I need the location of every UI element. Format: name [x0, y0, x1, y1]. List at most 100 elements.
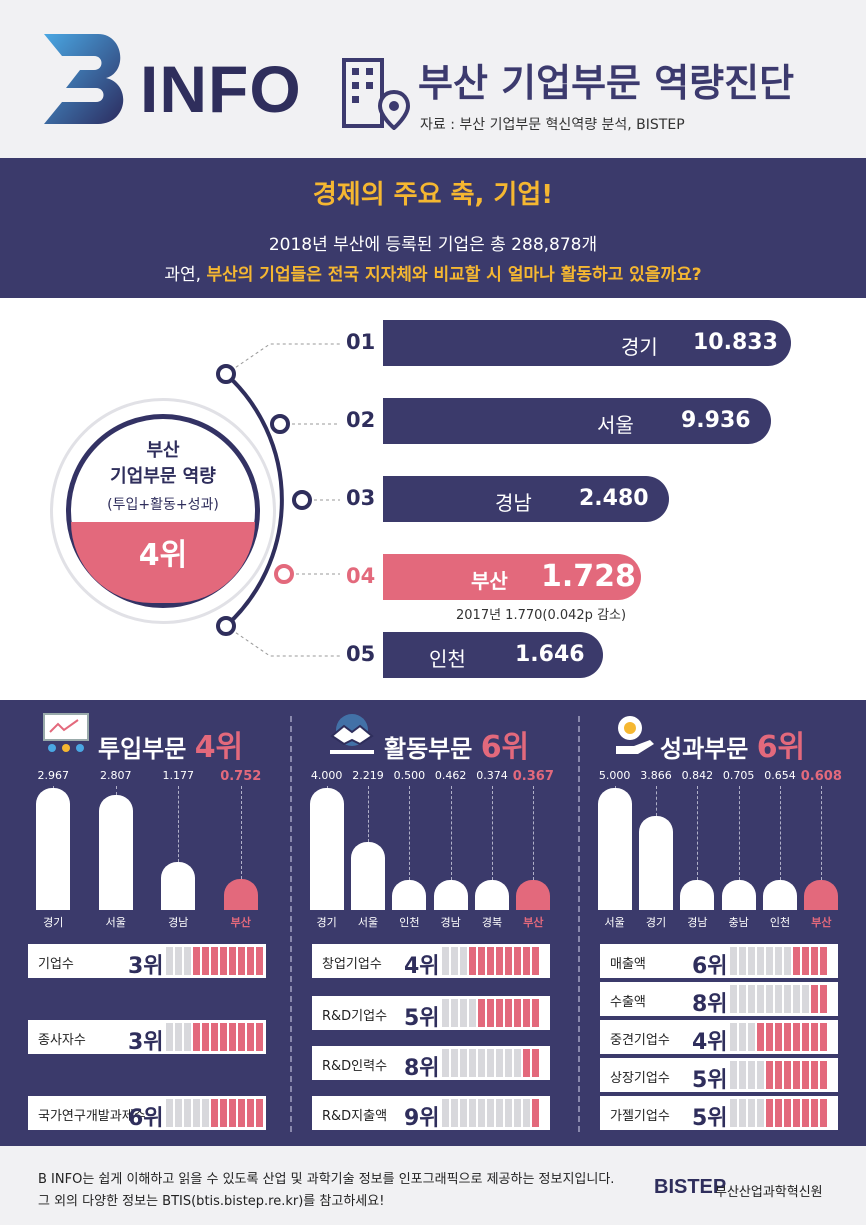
intro-band [0, 158, 866, 298]
rank-row: R&D지출액 9위 [312, 1096, 550, 1131]
rank-row-rank: 6위 [692, 954, 728, 979]
footer-line2: 그 외의 다양한 정보는 BTIS(btis.bistep.re.kr)를 참고… [38, 1194, 385, 1209]
rank-row-stripe [766, 1023, 773, 1051]
rank-row-stripe [532, 1099, 539, 1127]
rank-row-stripe [442, 1049, 449, 1077]
chart-tick [780, 786, 781, 880]
chart-bar [680, 880, 715, 910]
rank-row-stripe [202, 947, 209, 975]
rank-row-stripe [211, 1099, 218, 1127]
rank-row-stripe [784, 985, 791, 1013]
intro-title: 경제의 주요 축, 기업! [312, 180, 554, 210]
rank-bar: 부산 1.728 [383, 554, 641, 600]
handshake-icon [330, 714, 374, 754]
chart-value-label: 0.500 [393, 769, 426, 782]
rank-row-rank: 8위 [404, 1056, 440, 1081]
rank-row-rank: 4위 [404, 954, 440, 979]
rank-number: 01 [346, 330, 376, 354]
chart-value-label: 0.367 [512, 769, 554, 784]
rank-row-stripes [730, 1061, 827, 1089]
rank-row-stripe [487, 999, 494, 1027]
arc-dot-1 [216, 364, 236, 384]
rank-row: 국가연구개발과제수 6위 [28, 1096, 266, 1131]
chart-category-label: 서울 [604, 916, 625, 929]
rank-row-stripe [175, 947, 182, 975]
rank-row-label: 국가연구개발과제수 [38, 1109, 146, 1124]
rank-number: 05 [346, 642, 376, 666]
rank-row: 중견기업수 4위 [600, 1020, 838, 1055]
rank-row-stripe [505, 999, 512, 1027]
rank-row-stripe [442, 947, 449, 975]
rank-value: 1.646 [515, 642, 585, 667]
rank-row-stripe [802, 985, 809, 1013]
chart-category-label: 서울 [105, 916, 126, 929]
rank-row-stripe [193, 947, 200, 975]
rank-row-stripe [496, 1049, 503, 1077]
rank-row-stripe [460, 999, 467, 1027]
chart-tick [178, 786, 180, 862]
chart-category-label: 부산 [230, 916, 251, 929]
rank-row: 가젤기업수 5위 [600, 1096, 838, 1131]
rank-row-stripe [229, 1099, 236, 1127]
header [0, 0, 866, 158]
rank-row-stripe [784, 1099, 791, 1127]
rank-row-stripes [442, 1099, 539, 1127]
rank-row-stripe [748, 1099, 755, 1127]
rank-row: 종사자수 3위 [28, 1020, 266, 1055]
input-board-icon [43, 713, 89, 752]
footer [0, 1146, 866, 1225]
chart-bar [763, 880, 797, 910]
rank-row-stripe [505, 1099, 512, 1127]
rank-value: 10.833 [693, 330, 778, 355]
rank-row-stripe [793, 1061, 800, 1089]
rank-row-stripe [478, 1099, 485, 1127]
rank-row-stripe [739, 985, 746, 1013]
rank-row: 기업수 3위 [28, 944, 266, 979]
rank-row-stripe [730, 1061, 737, 1089]
rank-row-stripe [811, 1061, 818, 1089]
chart-tick [409, 786, 411, 880]
rank-badge-value: 4위 [138, 538, 188, 573]
rank-row-stripe [820, 985, 827, 1013]
rank-row: R&D인력수 8위 [312, 1046, 550, 1081]
chart-value-label: 0.752 [220, 769, 262, 784]
intro-line2-highlight: 부산의 기업들은 전국 지자체와 비교할 시 얼마나 활동하고 있을까요? [206, 265, 702, 285]
rank-row-stripes [166, 947, 263, 975]
rank-row-stripe [784, 1023, 791, 1051]
rank-row-stripe [748, 1023, 755, 1051]
rank-row-stripe [802, 1061, 809, 1089]
rank-row-stripe [757, 1023, 764, 1051]
rank-row-stripe [478, 1049, 485, 1077]
rank-row-stripe [460, 1099, 467, 1127]
rank-row-stripe [469, 999, 476, 1027]
rank-row-stripe [247, 947, 254, 975]
rank-row-stripe [211, 947, 218, 975]
chart-bar [98, 794, 133, 910]
section-title-text: 성과부문 [660, 735, 757, 763]
rank-row-stripe [802, 1099, 809, 1127]
rank-row-stripe [478, 947, 485, 975]
rank-bar: 인천 1.646 [383, 632, 603, 678]
rank-row-rank: 3위 [128, 954, 164, 979]
chart-value-label: 1.177 [162, 769, 195, 782]
rank-badge-line1: 부산 [146, 440, 180, 461]
rank-row-label: 종사자수 [38, 1033, 86, 1048]
arc-dot-2 [270, 414, 290, 434]
rank-row-stripe [775, 1061, 782, 1089]
rank-row-stripe [442, 999, 449, 1027]
intro-line1: 2018년 부산에 등록된 기업은 총 288,878개 [268, 235, 598, 255]
chart-bar [351, 842, 385, 910]
chart-tick [533, 786, 535, 880]
chart-bar [161, 861, 196, 910]
chart-bar [223, 879, 258, 910]
rank-row-label: 수출액 [610, 995, 646, 1010]
rank-row-stripe [193, 1099, 200, 1127]
rank-row-stripe [451, 947, 458, 975]
rank-row-stripe [469, 1049, 476, 1077]
building-location-icon [342, 58, 411, 130]
rank-row-stripe [193, 1023, 200, 1051]
rank-row-stripe [184, 947, 191, 975]
rank-row-stripe [229, 1023, 236, 1051]
section-title: 투입부문 4위 [98, 722, 243, 766]
rank-row-stripes [730, 985, 827, 1013]
